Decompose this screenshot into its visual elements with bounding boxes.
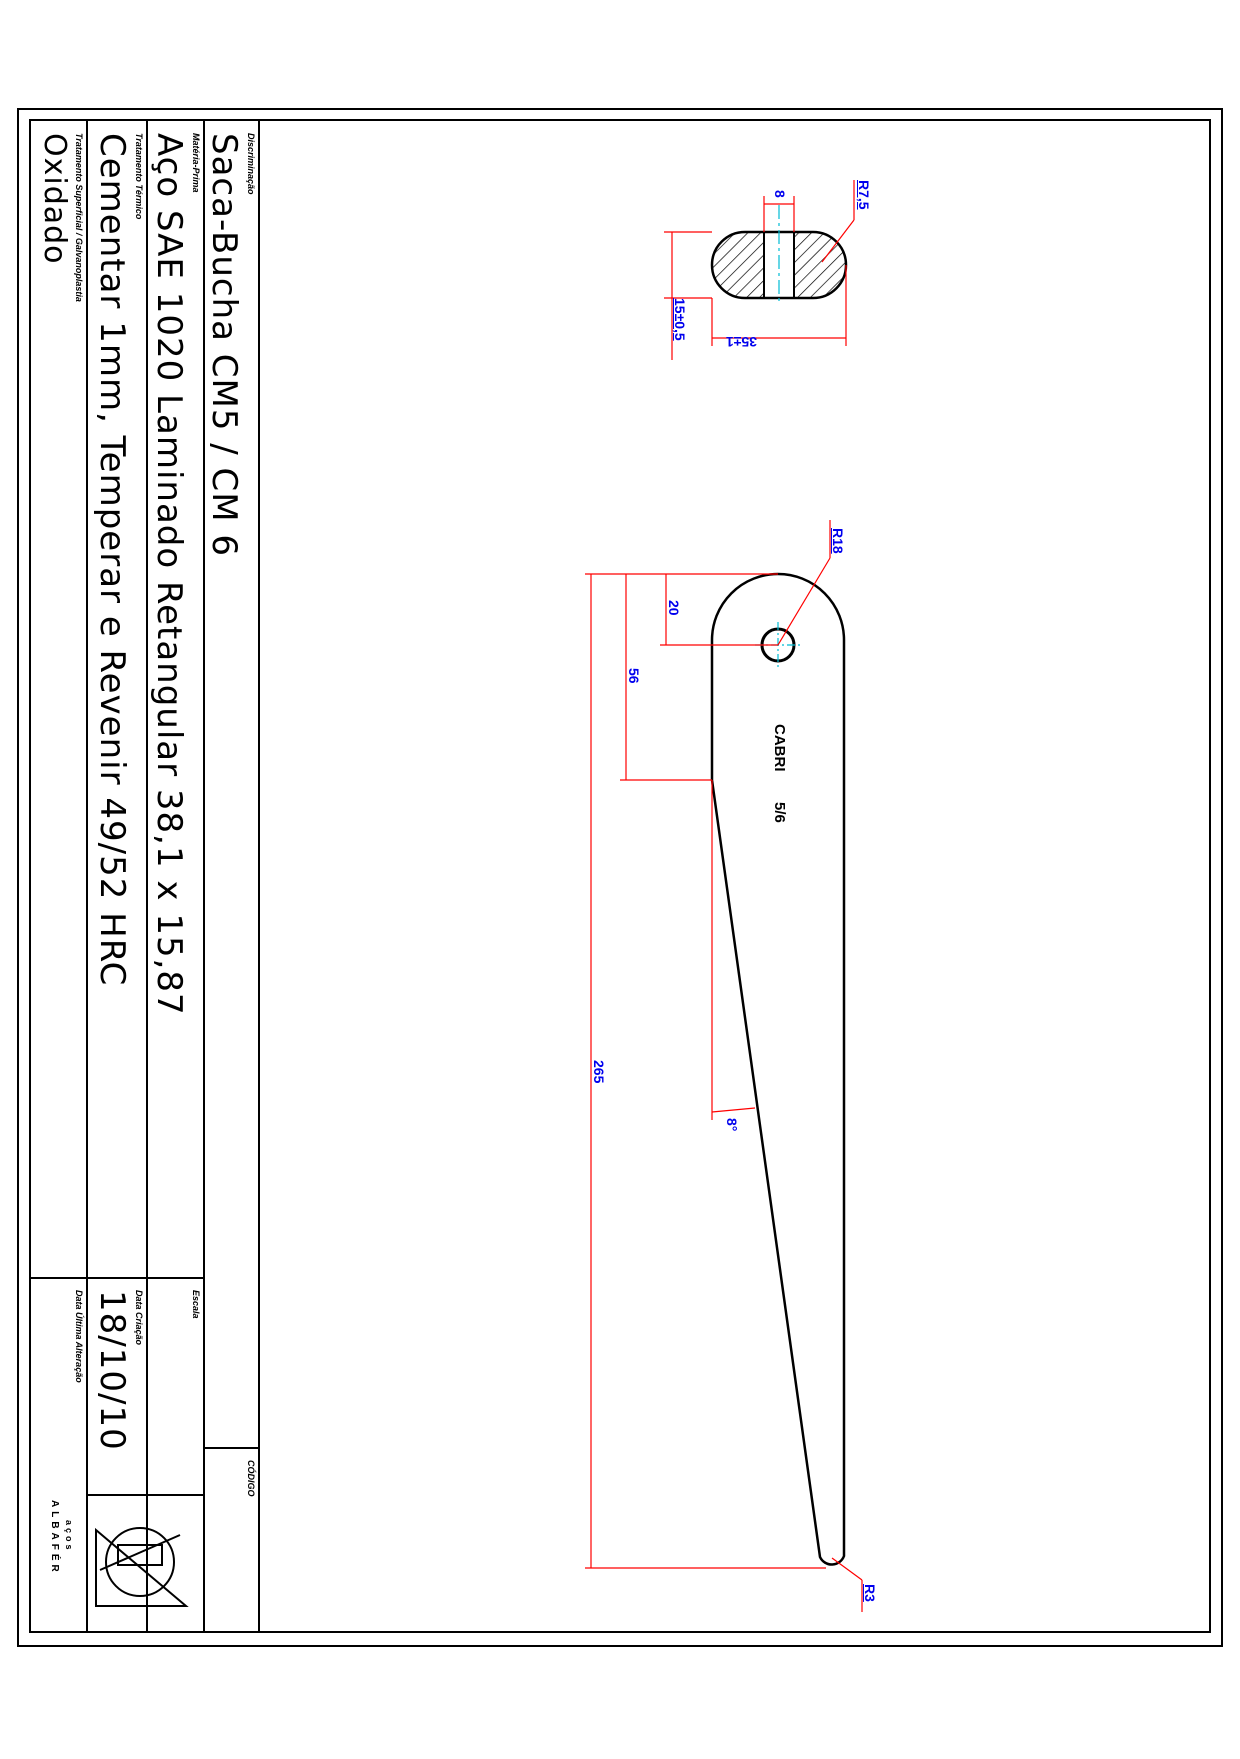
- inner-border: [29, 119, 1211, 1633]
- dim-section-radius: R7,5: [856, 180, 872, 210]
- main-view: [585, 520, 863, 1612]
- scale-label: Escala: [191, 1290, 201, 1319]
- last-change-label: Data Última Alteração: [74, 1290, 84, 1383]
- outer-border: [17, 108, 1223, 1647]
- main-dimensions: [585, 520, 863, 1612]
- surface-treatment-label: Tratamento Superficial / Galvanoplastia: [74, 133, 84, 302]
- heat-treatment-label: Tratamento Térmico: [134, 133, 144, 220]
- heat-treatment-value: Cementar 1mm, Temperar e Revenir 49/52 H…: [92, 133, 132, 987]
- description-value: Saca-Bucha CM5 / CM 6: [204, 133, 244, 558]
- dim-taper-angle: 8°: [724, 1118, 740, 1132]
- dim-hole-radius: R18: [830, 528, 846, 554]
- dim-overall-length: 265: [591, 1060, 607, 1084]
- section-view: [664, 180, 855, 360]
- dim-hole-position: 20: [666, 600, 682, 616]
- raw-material-label: Matéria-Prima: [191, 133, 201, 193]
- creation-date-label: Data Criação: [134, 1290, 144, 1346]
- title-block-grid: [30, 120, 260, 1632]
- creation-date-value: 18/10/10: [92, 1290, 132, 1451]
- raw-material-value: Aço SAE 1020 Laminado Retangular 38,1 x …: [149, 133, 189, 1016]
- dim-taper-start: 56: [626, 668, 642, 684]
- part-outline: [710, 572, 846, 1566]
- dim-tip-radius: R3: [862, 1584, 878, 1602]
- code-label: CÓDIGO: [246, 1460, 256, 1497]
- surface-treatment-value: Oxidado: [37, 133, 72, 265]
- description-label: Discriminação: [246, 133, 256, 195]
- dim-section-thickness: 15±0,5: [672, 298, 688, 341]
- engraving-size: 5/6: [771, 802, 788, 823]
- company-logo: [95, 1527, 189, 1607]
- logo-name: ALBAFÉR: [49, 1500, 60, 1576]
- dim-section-slot: 8: [772, 190, 788, 198]
- engraving-brand: CABRI: [771, 724, 788, 772]
- dim-section-width: 35±1: [725, 334, 757, 350]
- logo-subtitle: aços: [64, 1520, 74, 1553]
